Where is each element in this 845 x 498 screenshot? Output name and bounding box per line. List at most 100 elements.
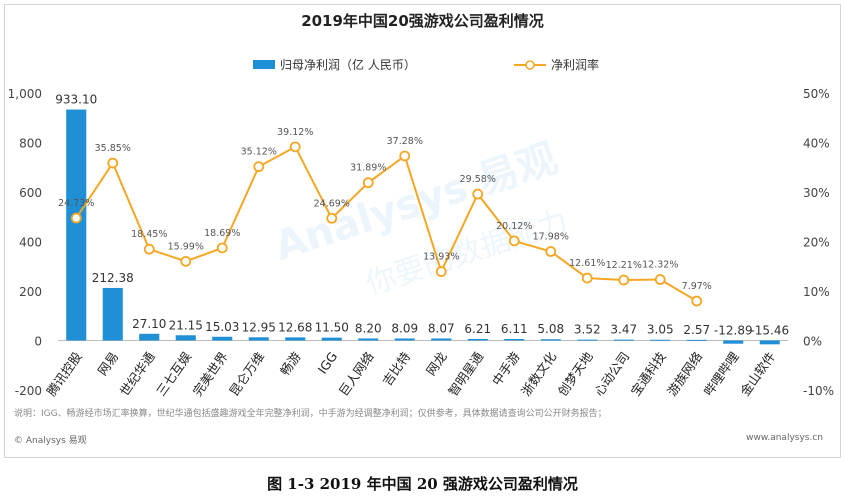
y-right-tick-label: 0%: [803, 335, 822, 349]
margin-point-label: 24.69%: [314, 198, 350, 209]
x-category-label: 创梦天地: [555, 349, 596, 399]
x-category-label: 完美世界: [190, 349, 231, 399]
profit-bar: [431, 338, 452, 341]
profit-bar: [577, 339, 598, 341]
y-left-tick-label: -200: [15, 384, 42, 398]
profit-bar: [467, 338, 488, 341]
margin-point-label: 15.99%: [168, 241, 204, 252]
x-category-label: 浙数文化: [518, 349, 559, 399]
margin-point: [508, 235, 520, 247]
x-category-label: 中手游: [489, 349, 523, 389]
profit-bar-label: -15.46: [750, 324, 789, 338]
margin-point: [654, 274, 666, 285]
margin-point-label: 20.12%: [496, 221, 532, 232]
profit-bar-label: -12.89: [714, 324, 753, 338]
x-category-label: 三七互娱: [153, 349, 194, 399]
profit-bar: [212, 336, 233, 341]
x-category-label: 哔哩哔哩: [701, 349, 742, 399]
margin-point: [362, 177, 374, 189]
x-category-label: 吉比特: [379, 349, 413, 388]
margin-point-label: 24.73%: [58, 198, 94, 209]
profit-bar-label: 6.11: [501, 322, 528, 336]
margin-point-label: 37.28%: [387, 136, 423, 147]
x-category-label: IGG: [315, 349, 341, 376]
y-right-tick-label: 20%: [803, 236, 830, 250]
profit-bar: [285, 337, 306, 341]
profit-bar: [394, 338, 415, 341]
profit-bar-label: 5.08: [537, 322, 564, 336]
x-category-label: 宝通科技: [628, 349, 669, 399]
margin-point: [143, 243, 155, 255]
margin-point: [472, 188, 484, 200]
margin-point-label: 39.12%: [277, 127, 313, 138]
margin-point-label: 35.12%: [241, 147, 277, 158]
source-website: www.analysys.cn: [746, 433, 823, 443]
profit-bar: [723, 340, 744, 344]
profit-bar-label: 8.20: [355, 321, 382, 335]
x-category-label: 畅游: [277, 349, 304, 378]
margin-point: [326, 212, 338, 224]
legend-label-margin: 净利润率: [551, 58, 600, 72]
profit-bar: [66, 109, 87, 341]
profit-bar-label: 21.15: [169, 318, 203, 332]
profit-bar: [686, 339, 707, 341]
margin-point: [253, 161, 265, 173]
x-category-label: 巨人网络: [336, 349, 377, 399]
margin-point-label: 18.45%: [131, 229, 167, 240]
margin-point-label: 7.97%: [682, 281, 712, 292]
profit-bar: [358, 338, 379, 341]
y-left-tick-label: 400: [19, 236, 42, 250]
margin-point: [70, 212, 82, 224]
profit-bar-label: 3.05: [647, 323, 674, 337]
profit-bar-label: 11.50: [315, 321, 349, 335]
profit-bar: [102, 287, 123, 341]
margin-point: [545, 246, 557, 257]
x-category-label: 游族网络: [664, 349, 705, 399]
profit-bar-label: 8.09: [391, 321, 418, 335]
profit-bar-label: 3.52: [574, 323, 601, 337]
margin-point-label: 17.98%: [533, 231, 569, 242]
profit-bar-label: 27.10: [132, 317, 166, 331]
legend-item-profit: 归母净利润（亿 人民币）: [253, 56, 416, 73]
source-credit: © Analysys 易观: [14, 436, 87, 446]
margin-point-label: 35.85%: [95, 143, 131, 154]
profit-bar: [175, 335, 196, 341]
legend-label-profit: 归母净利润（亿 人民币）: [280, 58, 416, 72]
y-right-tick-label: 40%: [803, 137, 830, 151]
margin-point: [618, 274, 630, 286]
profit-bar: [139, 333, 160, 341]
margin-point-label: 18.69%: [204, 228, 240, 239]
chart-title: 2019年中国20强游戏公司盈利情况: [301, 12, 544, 30]
y-left-tick-label: 0: [34, 335, 42, 349]
y-right-tick-label: 50%: [803, 87, 830, 101]
profit-bar-label: 6.21: [464, 322, 491, 336]
y-right-tick-label: -10%: [803, 384, 834, 398]
margin-point: [289, 141, 301, 153]
figure-caption: 图 1-3 2019 年中国 20 强游戏公司盈利情况: [267, 475, 578, 493]
profit-bar-label: 15.03: [205, 320, 239, 334]
profit-bar: [650, 339, 671, 341]
y-left-tick-label: 1,000: [8, 87, 42, 101]
profit-bar: [613, 339, 634, 341]
profit-bar: [248, 337, 269, 341]
margin-point: [581, 272, 593, 284]
margin-point: [216, 242, 228, 254]
margin-point-label: 29.58%: [460, 174, 496, 185]
y-left-tick-label: 800: [19, 137, 42, 151]
profit-bar-label: 3.47: [610, 323, 637, 337]
legend-item-margin: 净利润率: [514, 56, 599, 73]
legend-swatch-line: [514, 59, 546, 70]
margin-point: [435, 266, 447, 277]
profit-bar-label: 2.57: [683, 323, 710, 337]
x-category-label: 腾讯控股: [44, 349, 85, 399]
profit-bar-label: 212.38: [92, 271, 134, 285]
margin-point-label: 13.93%: [423, 252, 459, 263]
profit-bar-label: 8.07: [428, 322, 455, 336]
margin-point: [399, 150, 411, 162]
x-category-label: 智明星通: [445, 349, 486, 399]
legend-swatch-bar: [253, 60, 275, 69]
profit-bar: [540, 339, 561, 341]
profit-bar: [321, 337, 342, 341]
chart-frame: [4, 4, 841, 458]
